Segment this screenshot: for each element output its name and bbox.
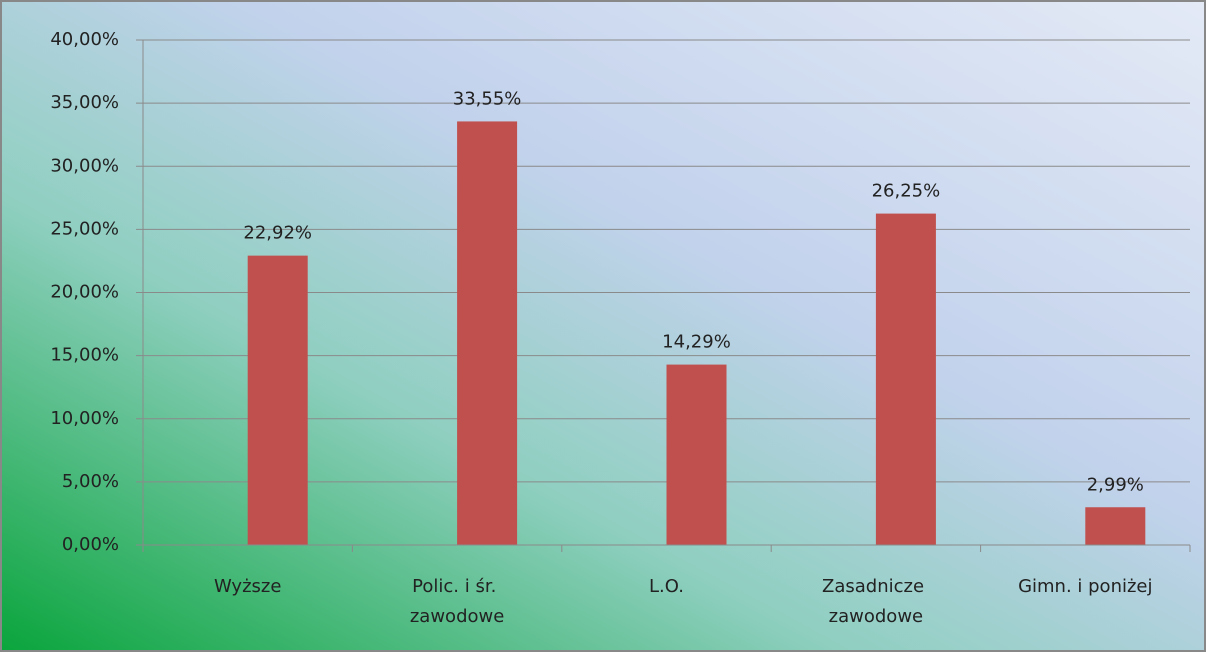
y-tick-label: 30,00% [50,155,119,176]
bar [875,213,936,545]
data-label: 22,92% [243,223,312,244]
data-label: 33,55% [453,88,522,109]
y-tick-label: 0,00% [62,534,119,555]
x-tick-label: L.O. [649,576,684,597]
x-tick-label: Wyższe [214,576,281,597]
bar [666,364,727,545]
y-tick-label: 35,00% [50,92,119,113]
data-label: 14,29% [662,332,731,353]
x-tick-label: Gimn. i poniżej [1018,576,1152,597]
y-tick-label: 10,00% [50,408,119,429]
data-label: 2,99% [1087,474,1144,495]
bar [1085,507,1146,545]
x-tick-label: Polic. i śr. zawodowe [410,576,504,627]
y-tick-label: 15,00% [50,345,119,366]
x-tick-label: Zasadnicze zawodowe [822,576,930,627]
y-tick-label: 25,00% [50,218,119,239]
bar [247,255,308,545]
y-tick-label: 20,00% [50,282,119,303]
y-tick-label: 5,00% [62,471,119,492]
bar [457,121,518,546]
data-label: 26,25% [872,181,941,202]
y-tick-label: 40,00% [50,29,119,50]
